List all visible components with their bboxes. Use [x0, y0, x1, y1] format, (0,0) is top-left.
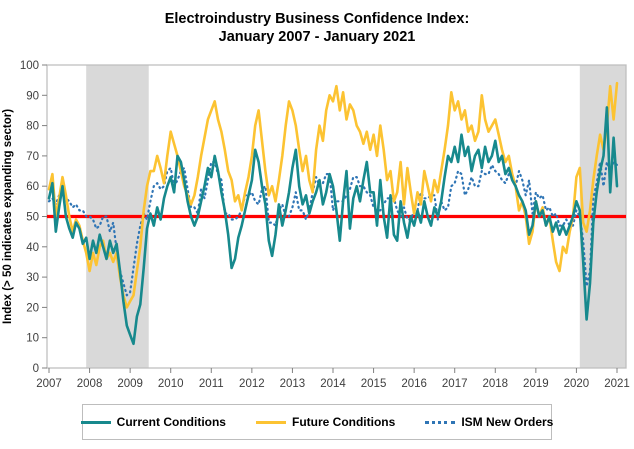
legend-item-current-conditions: Current Conditions: [80, 415, 226, 429]
future-conditions-line-icon: [255, 420, 286, 424]
y-tick-label-40: 40: [26, 242, 39, 254]
x-tick-label-2009: 2009: [117, 378, 143, 390]
x-tick-label-2013: 2013: [280, 378, 306, 390]
legend-label-ism-new-orders: ISM New Orders: [461, 415, 554, 429]
legend: Current Conditions Future Conditions ISM…: [80, 404, 553, 440]
x-tick-label-2012: 2012: [239, 378, 265, 390]
legend-label-future-conditions: Future Conditions: [291, 415, 396, 429]
legend-label-current-conditions: Current Conditions: [116, 415, 226, 429]
chart-title-line1: Electroindustry Business Confidence Inde…: [164, 11, 470, 27]
x-tick-label-2018: 2018: [482, 378, 508, 390]
x-tick-label-2017: 2017: [442, 378, 468, 390]
x-tick-label-2016: 2016: [401, 378, 427, 390]
ism-new-orders-line-icon: [425, 420, 456, 424]
x-tick-label-2014: 2014: [320, 378, 346, 390]
series-line-current-conditions: [47, 106, 619, 346]
legend-item-ism-new-orders: ISM New Orders: [425, 415, 553, 429]
y-axis-title: Index (> 50 indicates expanding sector): [2, 108, 14, 325]
y-tick-label-50: 50: [26, 212, 39, 224]
y-tick-label-60: 60: [26, 181, 39, 193]
chart-title-line2: January 2007 - January 2021: [218, 29, 416, 46]
y-tick-label-20: 20: [26, 302, 39, 314]
x-tick-label-2010: 2010: [158, 378, 184, 390]
y-tick-label-80: 80: [26, 121, 39, 133]
current-conditions-line-icon: [80, 420, 111, 424]
chart-title: Electroindustry Business Confidence Inde…: [0, 10, 634, 46]
x-tick-label-2011: 2011: [199, 378, 224, 390]
y-tick-label-100: 100: [20, 60, 39, 72]
y-tick-label-90: 90: [26, 90, 39, 102]
x-tick-label-2007: 2007: [36, 378, 62, 390]
x-tick-label-2019: 2019: [523, 378, 549, 390]
y-tick-label-70: 70: [26, 151, 39, 163]
x-tick-label-2021: 2021: [604, 378, 630, 390]
y-tick-label-10: 10: [26, 333, 39, 345]
legend-item-future-conditions: Future Conditions: [255, 415, 396, 429]
y-tick-label-30: 30: [26, 272, 39, 284]
x-tick-label-2020: 2020: [564, 378, 590, 390]
y-tick-label-0: 0: [33, 363, 39, 375]
x-tick-label-2008: 2008: [77, 378, 103, 390]
x-tick-label-2015: 2015: [361, 378, 387, 390]
